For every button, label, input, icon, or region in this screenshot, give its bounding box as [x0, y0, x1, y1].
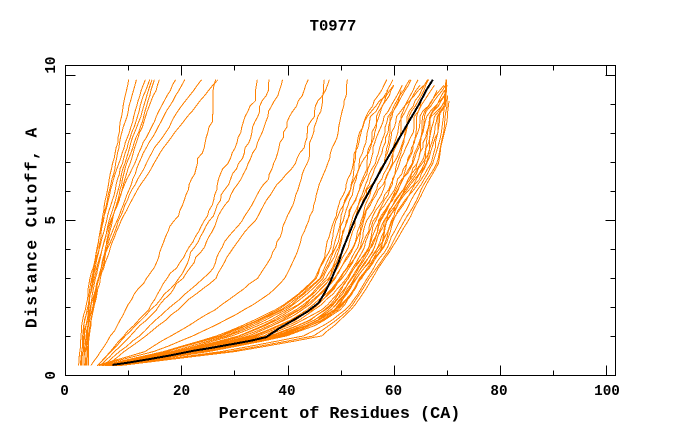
- svg-text:100: 100: [594, 384, 620, 400]
- svg-text:5: 5: [44, 216, 60, 225]
- svg-text:T0977: T0977: [310, 17, 357, 35]
- svg-text:0: 0: [60, 384, 69, 400]
- svg-text:10: 10: [44, 57, 60, 74]
- svg-text:20: 20: [173, 384, 190, 400]
- svg-text:80: 80: [490, 384, 507, 400]
- svg-text:Distance Cutoff, A: Distance Cutoff, A: [23, 126, 42, 328]
- svg-text:40: 40: [278, 384, 295, 400]
- svg-text:0: 0: [44, 371, 60, 380]
- svg-text:60: 60: [385, 384, 402, 400]
- svg-text:Percent of Residues (CA): Percent of Residues (CA): [219, 405, 461, 424]
